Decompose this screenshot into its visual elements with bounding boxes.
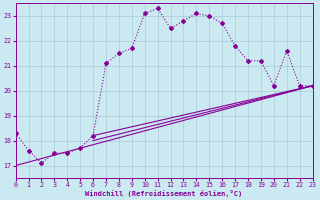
X-axis label: Windchill (Refroidissement éolien,°C): Windchill (Refroidissement éolien,°C) — [85, 190, 243, 197]
